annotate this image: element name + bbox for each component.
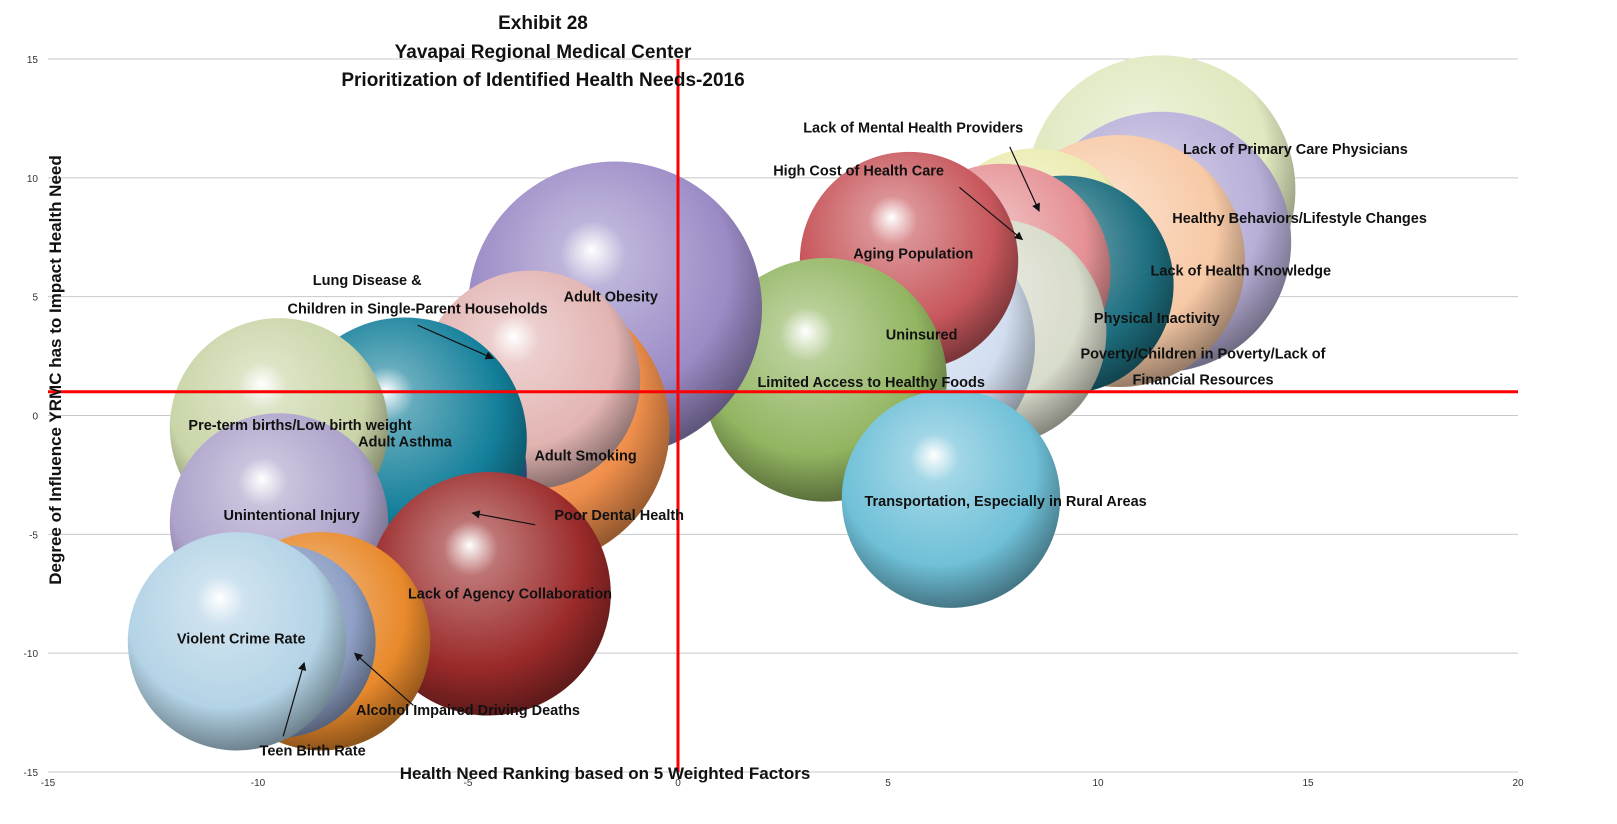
bubble-label-poor-dental-health: Poor Dental Health <box>554 508 684 524</box>
bubble-violent-crime-rate <box>127 532 347 751</box>
y-tick-label: 0 <box>32 412 38 423</box>
bubble-label-children-in-single-parent-households: Children in Single-Parent Households <box>287 301 547 317</box>
bubble-label-adult-smoking: Adult Smoking <box>534 449 636 465</box>
x-tick-label: -5 <box>464 778 473 789</box>
bubble-label-healthy-behaviors-lifestyle-changes: Healthy Behaviors/Lifestyle Changes <box>1172 211 1427 227</box>
reference-lines <box>48 59 1518 772</box>
x-tick-label: 10 <box>1092 778 1104 789</box>
bubble-label-lung-disease: Lung Disease & <box>313 273 422 289</box>
bubble-layer <box>127 55 1296 751</box>
bubble-label-physical-inactivity: Physical Inactivity <box>1094 311 1220 327</box>
x-axis-title: Health Need Ranking based on 5 Weighted … <box>400 764 811 783</box>
y-tick-label: -10 <box>24 649 39 660</box>
x-tick-label: 0 <box>675 778 681 789</box>
bubble-label-lack-of-primary-care-physicians: Lack of Primary Care Physicians <box>1183 142 1408 158</box>
bubble-label-teen-birth-rate: Teen Birth Rate <box>260 743 366 759</box>
annotation-arrow <box>353 652 414 706</box>
annotation-arrow <box>471 510 536 526</box>
y-tick-label: 10 <box>27 174 39 185</box>
bubble-label-adult-asthma: Adult Asthma <box>358 434 453 450</box>
annotation-arrow <box>282 661 307 737</box>
bubble-label-lack-of-agency-collaboration: Lack of Agency Collaboration <box>408 587 612 603</box>
y-tick-label: 5 <box>32 293 38 304</box>
bubble-label-limited-access-to-healthy-foods: Limited Access to Healthy Foods <box>757 375 984 391</box>
x-tick-label: -15 <box>41 778 56 789</box>
y-tick-label: 15 <box>27 55 39 66</box>
bubble-label-adult-obesity: Adult Obesity <box>564 289 658 305</box>
x-tick-label: 20 <box>1512 778 1524 789</box>
title-line-2: Yavapai Regional Medical Center <box>395 42 692 63</box>
y-axis-title: Degree of Influence YRMC has to Impact H… <box>46 155 65 585</box>
bubble-label-poverty-children-in-poverty-lack-of: Poverty/Children in Poverty/Lack of <box>1081 346 1326 362</box>
bubble-label-transportation-especially-in-rural-areas: Transportation, Especially in Rural Area… <box>864 494 1146 510</box>
bubble-label-violent-crime-rate: Violent Crime Rate <box>177 632 306 648</box>
bubble-label-aging-population: Aging Population <box>853 247 973 263</box>
bubble-label-lack-of-mental-health-providers: Lack of Mental Health Providers <box>803 121 1023 137</box>
bubble-label-lack-of-health-knowledge: Lack of Health Knowledge <box>1151 263 1331 279</box>
annotation-arrow <box>417 324 494 360</box>
title-line-3: Prioritization of Identified Health Need… <box>341 70 744 91</box>
label-layer: Lack of Primary Care Physicians Healthy B… <box>177 121 1427 760</box>
bubble-label-financial-resources: Financial Resources <box>1132 373 1273 389</box>
bubble-label-pre-term-births-low-birth-weight: Pre-term births/Low birth weight <box>188 418 411 434</box>
bubble-transportation-especially-in-rural-areas <box>841 389 1061 608</box>
x-tick-label: -10 <box>251 778 266 789</box>
bubble-label-unintentional-injury: Unintentional Injury <box>224 508 360 524</box>
x-tick-label: 15 <box>1302 778 1314 789</box>
arrow-layer <box>282 146 1040 737</box>
bubble-label-high-cost-of-health-care: High Cost of Health Care <box>773 163 944 179</box>
y-tick-label: -5 <box>29 530 38 541</box>
bubble-label-uninsured: Uninsured <box>886 327 958 343</box>
annotation-arrow <box>1009 146 1040 212</box>
tick-layer: 15 10 5 0 -5 -10 -15-15 -10 -5 0 5 10 15 20 <box>24 55 1524 789</box>
x-tick-label: 5 <box>885 778 891 789</box>
chart-title: Exhibit 28 Yavapai Regional Medical Cent… <box>341 13 744 91</box>
bubble-label-alcohol-impaired-driving-deaths: Alcohol Impaired Driving Deaths <box>356 703 580 719</box>
y-tick-label: -15 <box>24 768 39 779</box>
title-line-1: Exhibit 28 <box>498 13 588 34</box>
annotation-arrow <box>959 186 1024 241</box>
